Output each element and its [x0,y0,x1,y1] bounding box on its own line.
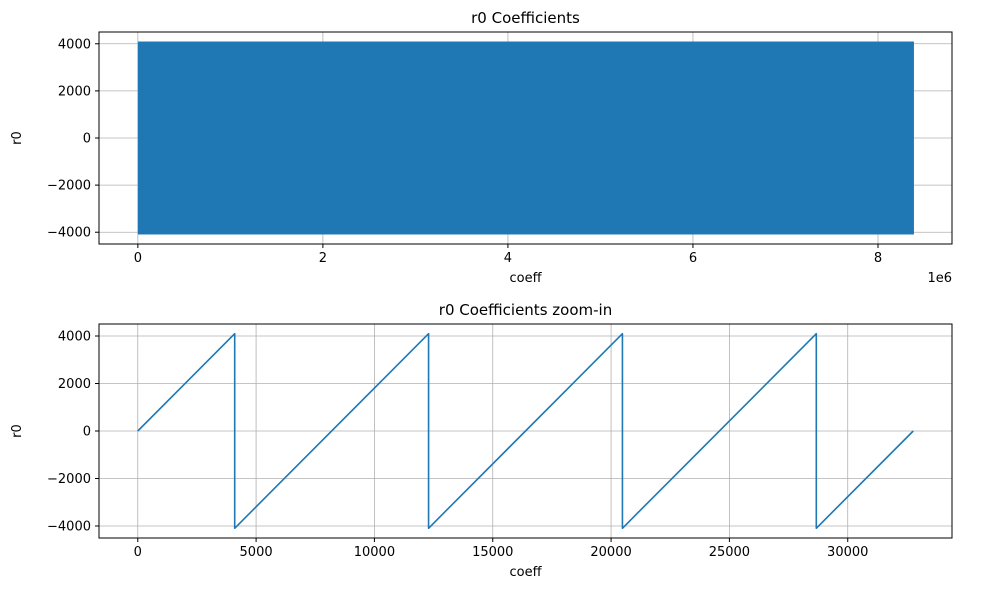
y-tick-label: 2000 [58,377,91,392]
y-tick-label: 2000 [58,84,91,99]
y-tick-label: −2000 [47,179,91,194]
y-tick-label: 0 [83,425,91,440]
series-bottom [137,332,914,530]
x-tick-label: 8 [874,251,882,266]
x-tick-label: 4 [504,251,512,266]
chart-title-bottom: r0 Coefficients zoom-in [439,301,612,319]
x-tick-label: 20000 [590,545,631,560]
x-tick-label: 25000 [709,545,750,560]
x-axis-offset-label: 1e6 [927,271,952,286]
x-axis-label-top: coeff [509,271,542,286]
series-top [137,41,914,235]
x-tick-label: 15000 [472,545,513,560]
series-band [137,41,914,235]
y-tick-label: −4000 [47,519,91,534]
x-ticks-bottom: 0 5000 10000 15000 20000 25000 30000 [134,538,868,560]
x-tick-label: 0 [134,545,142,560]
y-axis-label-top: r0 [10,131,25,145]
chart-title-top: r0 Coefficients [471,9,580,27]
series-line [137,332,914,530]
subplot-bottom: 0 5000 10000 15000 20000 25000 30000 −4000−200… [10,301,953,580]
subplot-top: 0 2 4 6 8 −4000 −2000 0 2000 4000 r0 Coefficient… [10,9,953,286]
y-ticks-bottom: −4000 −2000 0 2000 4000 [47,330,99,534]
x-tick-label: 30000 [827,545,868,560]
y-ticks-top: −4000 −2000 0 2000 4000 [47,37,99,241]
y-tick-label: 4000 [58,330,91,345]
y-tick-label: 4000 [58,37,91,52]
x-tick-label: 6 [689,251,697,266]
y-tick-label: −4000 [47,226,91,241]
x-tick-label: 5000 [240,545,273,560]
y-tick-label: 0 [83,132,91,147]
x-ticks-top: 0 2 4 6 8 [134,244,882,266]
x-tick-label: 2 [319,251,327,266]
y-tick-label: −2000 [47,472,91,487]
x-tick-label: 10000 [354,545,395,560]
x-axis-label-bottom: coeff [509,565,542,580]
y-axis-label-bottom: r0 [10,424,25,438]
x-tick-label: 0 [134,251,142,266]
